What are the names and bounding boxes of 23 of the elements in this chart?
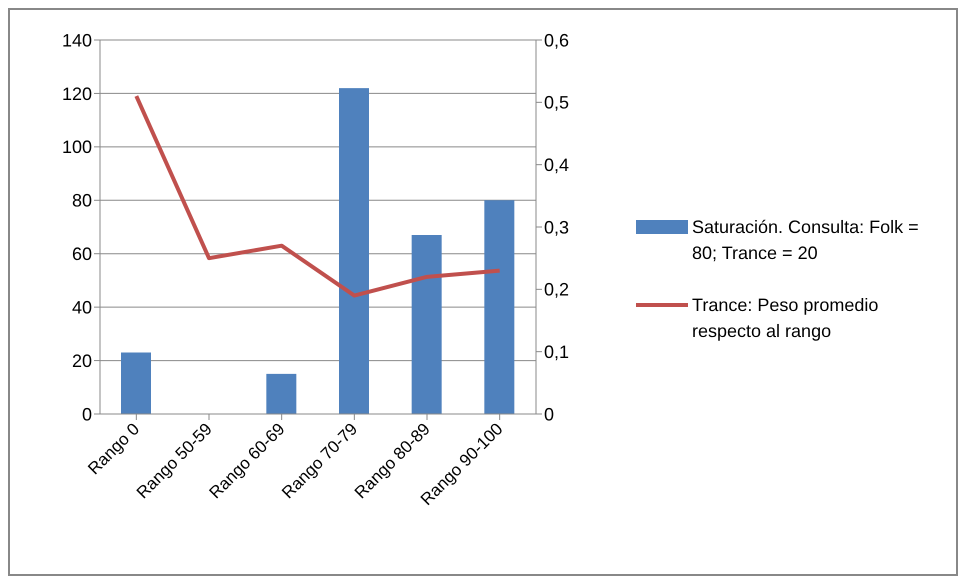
bar (266, 374, 296, 414)
y-tick-label: 40 (72, 298, 92, 318)
y2-tick-label: 0,1 (544, 342, 570, 362)
y2-tick-label: 0,5 (544, 92, 570, 113)
y-tick-label: 0 (82, 404, 92, 424)
bar (339, 88, 369, 414)
line-series (134, 94, 502, 298)
bar (412, 235, 442, 414)
y2-tick-label: 0,3 (544, 217, 570, 238)
y-tick-label: 60 (72, 244, 92, 264)
y2-tick-label: 0,6 (544, 30, 570, 50)
y-tick-label: 100 (62, 137, 92, 158)
legend-label: Trance: Peso promedio respecto al rango (692, 294, 880, 343)
y2-tick-label: 0,2 (544, 280, 570, 300)
y-tick-label: 20 (72, 350, 92, 371)
y-tick-label: 80 (72, 190, 92, 211)
legend-label: Saturación. Consulta: Folk = 80; Trance = 20 (692, 216, 920, 265)
bar (484, 200, 514, 414)
y2-tick-label: 0 (544, 404, 554, 424)
y-tick-label: 120 (62, 84, 92, 104)
y2-tick-label: 0,4 (544, 155, 570, 176)
bar (121, 352, 151, 414)
y-tick-label: 140 (62, 30, 92, 50)
